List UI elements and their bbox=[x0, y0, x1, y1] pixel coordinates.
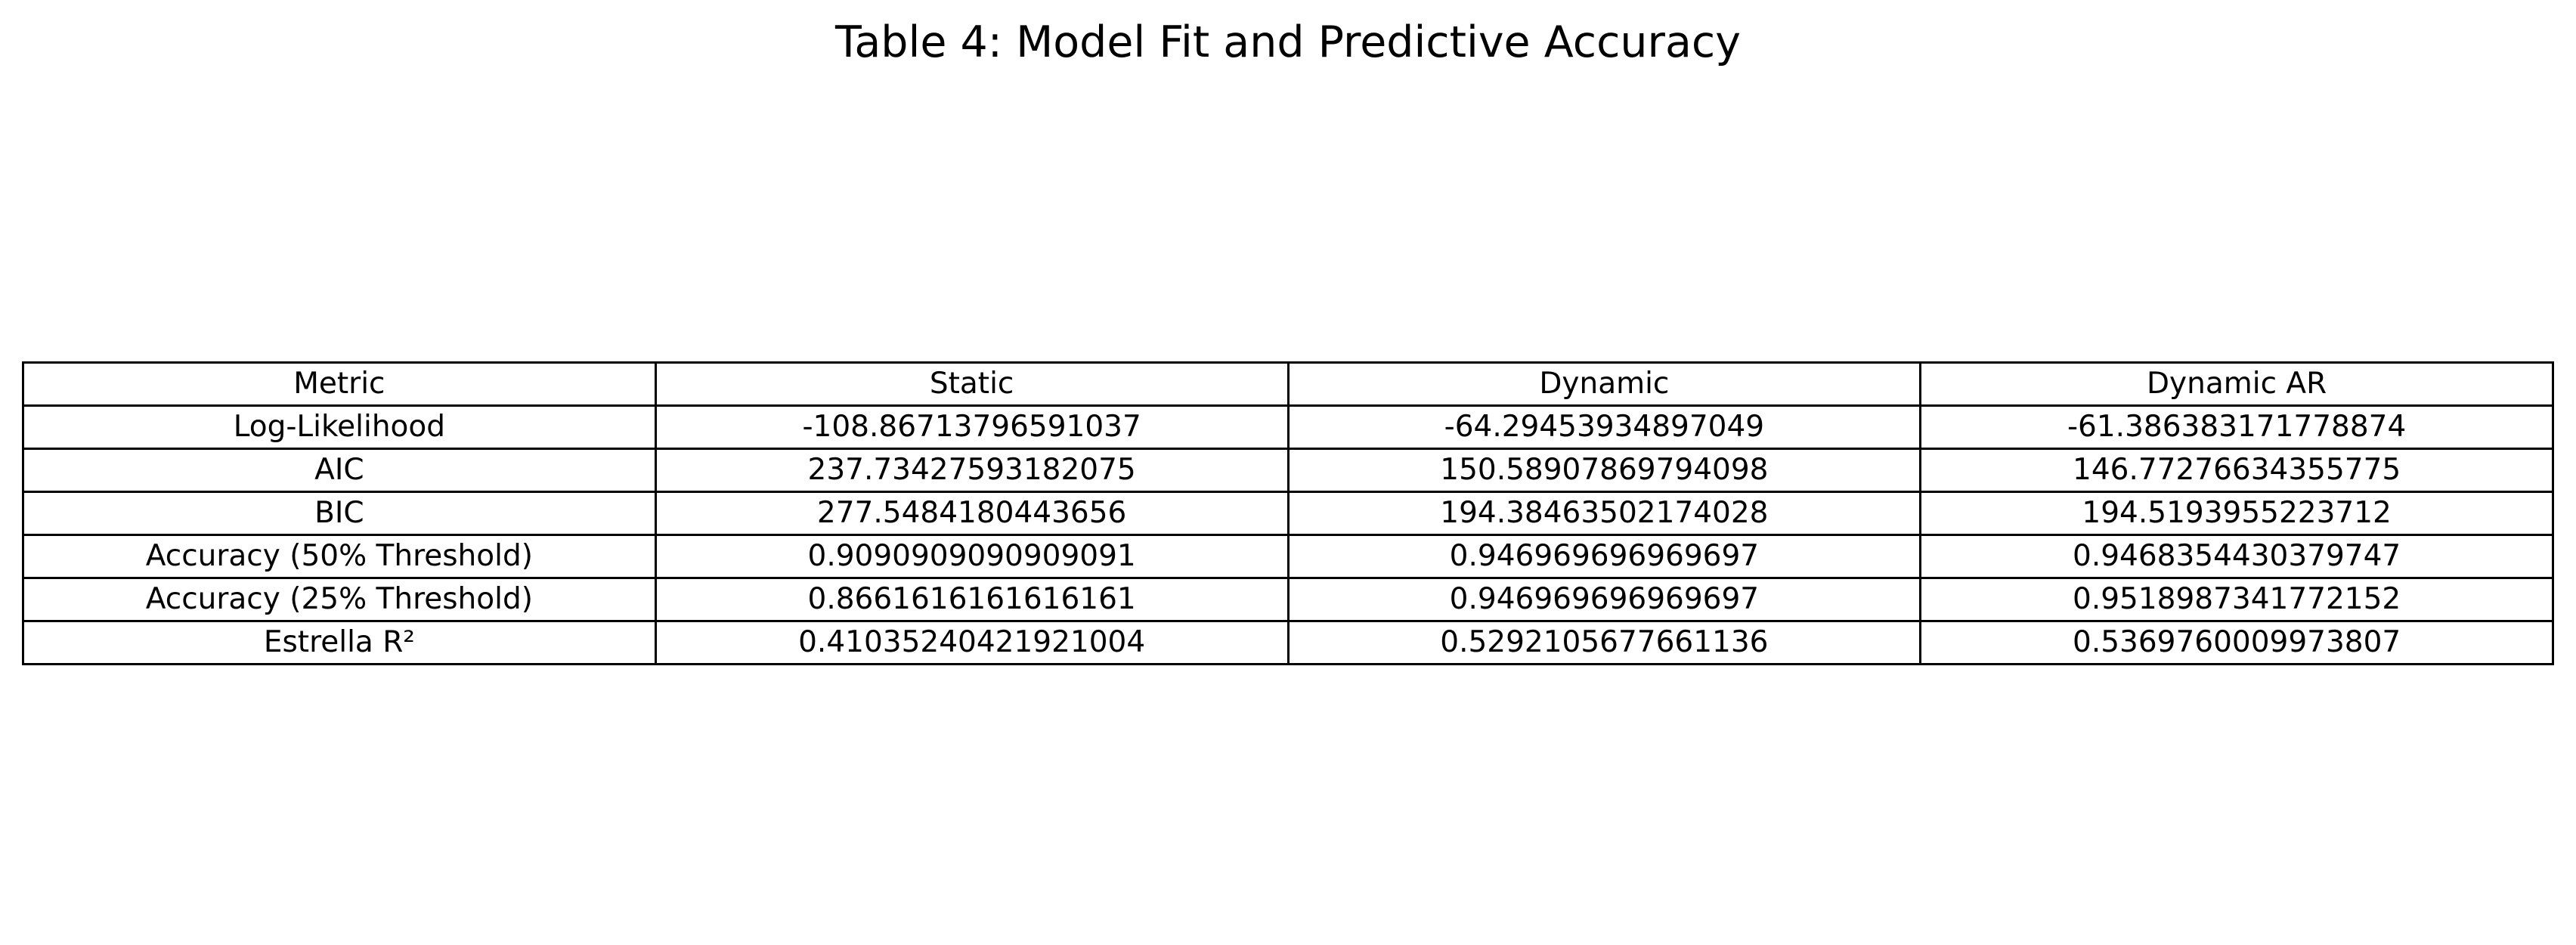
table-cell-static: 237.73427593182075 bbox=[654, 448, 1290, 493]
table-cell-metric: Log-Likelihood bbox=[22, 404, 657, 450]
table-cell-dynamic-ar: 0.5369760009973807 bbox=[1919, 620, 2554, 665]
table-cell-dynamic: -64.29453934897049 bbox=[1286, 404, 1922, 450]
table-cell-dynamic-ar: -61.386383171778874 bbox=[1919, 404, 2554, 450]
table-header-row: Metric Static Dynamic Dynamic AR bbox=[22, 361, 2554, 407]
table-cell-static: -108.86713796591037 bbox=[654, 404, 1290, 450]
table-cell-static: 0.8661616161616161 bbox=[654, 577, 1290, 622]
table-cell-dynamic-ar: 146.77276634355775 bbox=[1919, 448, 2554, 493]
table-cell-metric: Accuracy (25% Threshold) bbox=[22, 577, 657, 622]
table-cell-metric: BIC bbox=[22, 491, 657, 536]
header-cell-static: Static bbox=[654, 361, 1290, 407]
table-cell-dynamic: 0.946969696969697 bbox=[1286, 577, 1922, 622]
table-cell-metric: Accuracy (50% Threshold) bbox=[22, 534, 657, 579]
table-cell-dynamic: 0.5292105677661136 bbox=[1286, 620, 1922, 665]
table-cell-dynamic-ar: 0.9518987341772152 bbox=[1919, 577, 2554, 622]
table-row: Accuracy (50% Threshold) 0.9090909090909… bbox=[22, 534, 2554, 579]
table-cell-static: 277.5484180443656 bbox=[654, 491, 1290, 536]
table-cell-metric: AIC bbox=[22, 448, 657, 493]
table-cell-static: 0.41035240421921004 bbox=[654, 620, 1290, 665]
header-cell-dynamic-ar: Dynamic AR bbox=[1919, 361, 2554, 407]
table-cell-dynamic-ar: 194.5193955223712 bbox=[1919, 491, 2554, 536]
table-cell-dynamic: 150.58907869794098 bbox=[1286, 448, 1922, 493]
table-cell-dynamic-ar: 0.9468354430379747 bbox=[1919, 534, 2554, 579]
table-row: Log-Likelihood -108.86713796591037 -64.2… bbox=[22, 404, 2554, 450]
table-cell-static: 0.9090909090909091 bbox=[654, 534, 1290, 579]
metrics-table: Metric Static Dynamic Dynamic AR Log-Lik… bbox=[22, 361, 2554, 665]
table-cell-dynamic: 194.38463502174028 bbox=[1286, 491, 1922, 536]
table-row: Estrella R² 0.41035240421921004 0.529210… bbox=[22, 620, 2554, 665]
table-row: AIC 237.73427593182075 150.5890786979409… bbox=[22, 448, 2554, 493]
table-title: Table 4: Model Fit and Predictive Accura… bbox=[835, 17, 1741, 67]
header-cell-dynamic: Dynamic bbox=[1286, 361, 1922, 407]
table-row: BIC 277.5484180443656 194.38463502174028… bbox=[22, 491, 2554, 536]
header-cell-metric: Metric bbox=[22, 361, 657, 407]
table-row: Accuracy (25% Threshold) 0.8661616161616… bbox=[22, 577, 2554, 622]
table-cell-dynamic: 0.946969696969697 bbox=[1286, 534, 1922, 579]
table-cell-metric: Estrella R² bbox=[22, 620, 657, 665]
